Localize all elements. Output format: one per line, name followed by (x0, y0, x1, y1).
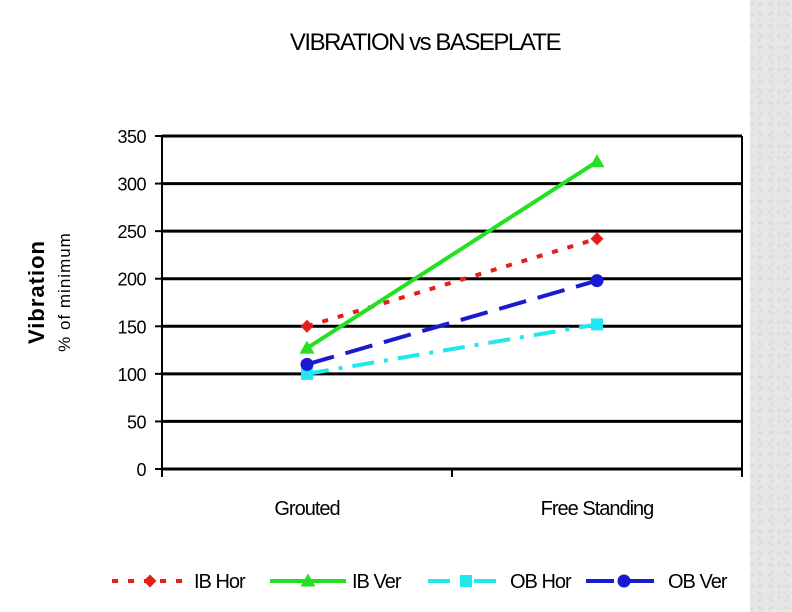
y-tick-label: 200 (117, 270, 146, 290)
data-point-ib-hor (590, 232, 604, 246)
legend-entry-ob-ver: OB Ver (586, 571, 729, 593)
side-decoration-strip (750, 0, 792, 612)
legend-marker-ob-hor (460, 575, 472, 587)
data-point-ob-hor (301, 367, 313, 380)
legend-entry-ob-hor: OB Hor (428, 571, 573, 593)
legend-label: IB Hor (194, 571, 246, 593)
y-tick-label: 50 (127, 412, 147, 432)
y-tick-labels: 0 50 100 150 200 250 300 350 (117, 127, 147, 480)
series-line-ob-ver (306, 278, 598, 367)
y-axis-sublabel: % of minimum (55, 232, 74, 352)
grid-layer (162, 134, 742, 471)
series-ob-hor (301, 318, 603, 380)
data-point-ib-hor (300, 319, 314, 333)
data-point-ob-hor (591, 318, 603, 331)
series-line-ob-hor (306, 322, 598, 376)
legend-entry-ib-hor: IB Hor (112, 571, 247, 593)
series-ib-ver (299, 154, 605, 354)
legend-entry-ib-ver: IB Ver (270, 571, 403, 593)
series-line-ib-hor (306, 236, 598, 329)
axis-layer (155, 135, 743, 477)
y-tick-label: 100 (117, 365, 146, 385)
y-tick-label: 0 (136, 460, 146, 480)
x-category-label: Free Standing (541, 498, 654, 520)
y-tick-label: 150 (117, 317, 146, 337)
legend-marker-ib-ver (300, 573, 316, 587)
legend-label: IB Ver (352, 571, 402, 593)
legend-marker-ib-hor (143, 574, 157, 588)
series-ib-hor (300, 232, 604, 333)
series-line-ib-ver (305, 160, 599, 350)
data-point-ob-ver (590, 274, 604, 288)
y-axis-label-group: Vibration % of minimum (24, 232, 74, 352)
data-point-ib-ver (589, 154, 605, 168)
legend-label: OB Hor (510, 571, 572, 593)
chart-title: VIBRATION vs BASEPLATE (290, 29, 561, 56)
y-axis-label: Vibration (24, 240, 49, 344)
legend: IB Hor IB Ver OB Hor OB Ver (112, 571, 729, 593)
series-ob-ver (300, 274, 604, 371)
data-point-ob-ver (300, 357, 314, 371)
y-tick-label: 350 (117, 127, 146, 147)
series-layer (299, 154, 605, 380)
y-tick-label: 300 (117, 175, 146, 195)
x-category-labels: Grouted Free Standing (274, 498, 654, 520)
x-category-label: Grouted (274, 498, 339, 520)
y-tick-label: 250 (117, 222, 146, 242)
legend-label: OB Ver (668, 571, 728, 593)
data-point-ib-ver (299, 340, 315, 354)
legend-marker-ob-ver (617, 574, 631, 588)
